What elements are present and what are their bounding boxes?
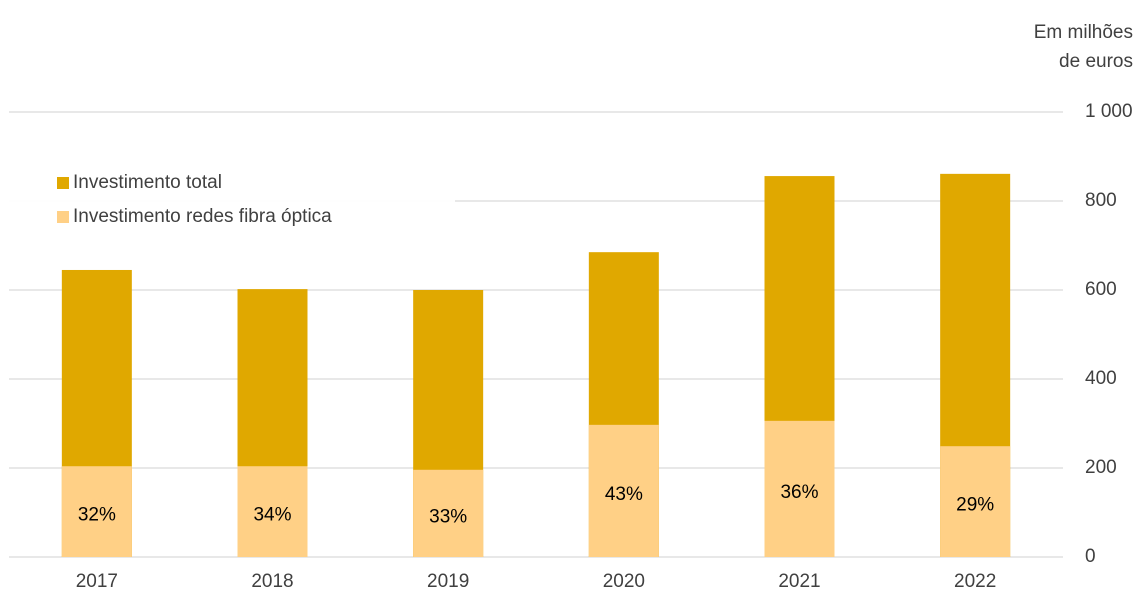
y-tick-label: 200 — [1085, 457, 1117, 478]
y-axis-label: Em milhões — [1034, 22, 1133, 43]
data-label: 43% — [605, 484, 643, 505]
y-tick-label: 600 — [1085, 279, 1117, 300]
bar — [237, 466, 308, 557]
bar — [413, 469, 484, 557]
y-tick-label: 0 — [1085, 546, 1096, 567]
legend-label: Investimento redes fibra óptica — [73, 206, 332, 227]
bar — [588, 424, 659, 557]
legend-swatch — [57, 211, 69, 223]
y-tick-label: 400 — [1085, 368, 1117, 389]
x-tick-label: 2021 — [778, 571, 820, 592]
y-tick-label: 800 — [1085, 190, 1117, 211]
data-label: 33% — [429, 506, 467, 527]
x-tick-label: 2022 — [954, 571, 996, 592]
y-tick-label: 1 000 — [1085, 101, 1133, 122]
data-label: 36% — [780, 482, 818, 503]
x-tick-label: 2018 — [251, 571, 293, 592]
legend-swatch — [57, 177, 69, 189]
x-tick-label: 2017 — [76, 571, 118, 592]
y-axis-label: de euros — [1059, 51, 1133, 72]
bar — [940, 446, 1011, 557]
data-label: 34% — [253, 505, 291, 526]
bar — [764, 420, 835, 557]
x-tick-label: 2019 — [427, 571, 469, 592]
x-tick-label: 2020 — [603, 571, 645, 592]
bar — [61, 466, 132, 557]
legend-label: Investimento total — [73, 172, 222, 193]
data-label: 32% — [78, 505, 116, 526]
legend-box — [0, 165, 455, 241]
data-label: 29% — [956, 495, 994, 516]
